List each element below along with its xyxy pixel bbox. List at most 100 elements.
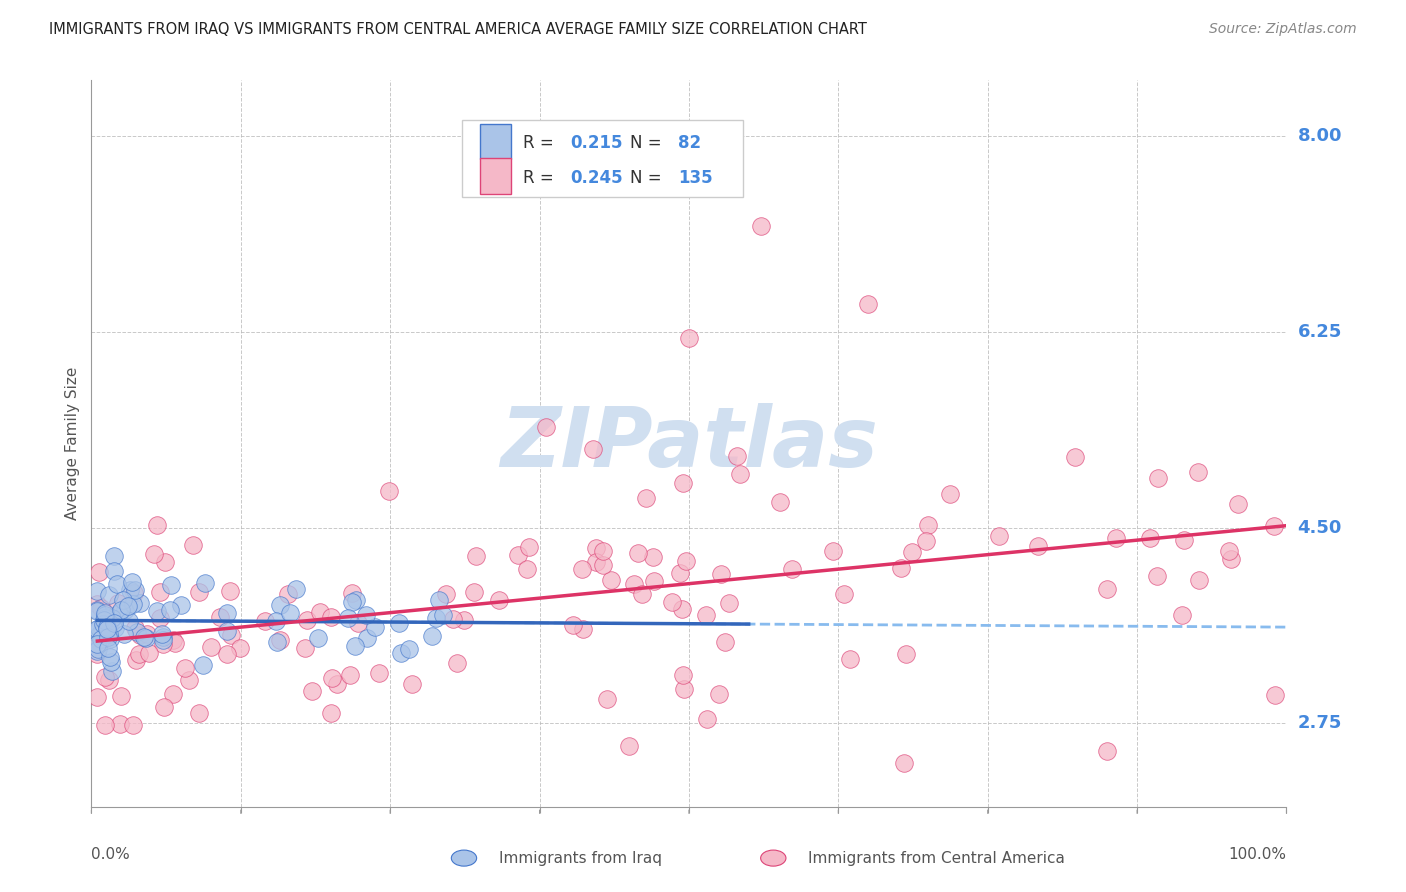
Point — [124, 582, 146, 597]
Point — [672, 681, 695, 696]
Point — [253, 614, 276, 628]
Point — [118, 582, 141, 597]
Point — [122, 718, 145, 732]
Point — [627, 546, 650, 560]
Point — [725, 450, 748, 464]
Point — [173, 661, 195, 675]
Point — [1227, 497, 1250, 511]
Point — [432, 607, 454, 622]
Point — [914, 534, 936, 549]
Point — [672, 667, 695, 681]
Text: Source: ZipAtlas.com: Source: ZipAtlas.com — [1209, 22, 1357, 37]
Point — [890, 561, 912, 575]
Point — [295, 614, 318, 628]
Point — [832, 587, 855, 601]
Point — [643, 574, 665, 588]
Point — [94, 670, 117, 684]
Point — [453, 613, 475, 627]
Point — [86, 597, 108, 611]
Point — [110, 603, 132, 617]
Point — [368, 666, 391, 681]
Point — [108, 606, 131, 620]
Point — [100, 610, 122, 624]
Point — [339, 668, 361, 682]
FancyBboxPatch shape — [461, 120, 742, 196]
Point — [1264, 689, 1286, 703]
Point — [728, 467, 751, 481]
Point — [661, 595, 683, 609]
Point — [107, 596, 129, 610]
Text: R =: R = — [523, 169, 558, 186]
Point — [86, 643, 108, 657]
Point — [90, 632, 112, 646]
Text: IMMIGRANTS FROM IRAQ VS IMMIGRANTS FROM CENTRAL AMERICA AVERAGE FAMILY SIZE CORR: IMMIGRANTS FROM IRAQ VS IMMIGRANTS FROM … — [49, 22, 868, 37]
Point — [1146, 568, 1168, 582]
Point — [707, 687, 730, 701]
Point — [901, 545, 924, 559]
Point — [114, 602, 136, 616]
Point — [110, 689, 132, 703]
Point — [89, 621, 111, 635]
Point — [112, 593, 135, 607]
Point — [143, 547, 166, 561]
Point — [124, 653, 146, 667]
Point — [86, 584, 108, 599]
Point — [446, 657, 468, 671]
Point — [592, 558, 614, 572]
Point — [582, 442, 605, 457]
Point — [138, 646, 160, 660]
Point — [86, 690, 108, 705]
Point — [571, 562, 593, 576]
Point — [86, 637, 108, 651]
Point — [208, 610, 231, 624]
Point — [823, 544, 845, 558]
Point — [325, 677, 347, 691]
Point — [135, 627, 157, 641]
Point — [86, 603, 108, 617]
Point — [434, 587, 457, 601]
Point — [90, 600, 112, 615]
Text: 100.0%: 100.0% — [1229, 847, 1286, 863]
Point — [856, 297, 880, 311]
Point — [571, 622, 593, 636]
Point — [200, 640, 222, 655]
Point — [401, 677, 423, 691]
Point — [124, 622, 146, 636]
Point — [710, 567, 733, 582]
Point — [146, 604, 169, 618]
Point — [128, 647, 150, 661]
Point — [749, 219, 772, 233]
Point — [1219, 551, 1241, 566]
Point — [340, 585, 363, 599]
Point — [101, 664, 124, 678]
Point — [103, 564, 125, 578]
Text: N =: N = — [630, 134, 668, 153]
Text: N =: N = — [630, 169, 668, 186]
Text: 6.25: 6.25 — [1298, 323, 1341, 341]
Point — [269, 633, 291, 648]
Point — [420, 629, 443, 643]
Point — [619, 739, 641, 753]
Text: 0.215: 0.215 — [571, 134, 623, 153]
Text: 0.0%: 0.0% — [91, 847, 131, 863]
Point — [121, 575, 143, 590]
Point — [636, 491, 658, 506]
Point — [145, 518, 167, 533]
Point — [219, 627, 242, 641]
Point — [378, 483, 401, 498]
Point — [160, 577, 183, 591]
Point — [696, 712, 718, 726]
Point — [96, 619, 118, 633]
Point — [229, 641, 252, 656]
Point — [87, 565, 110, 579]
Point — [94, 608, 117, 623]
Point — [90, 625, 112, 640]
Point — [149, 584, 172, 599]
Point — [87, 628, 110, 642]
Point — [191, 658, 214, 673]
Point — [389, 646, 412, 660]
Point — [517, 540, 540, 554]
Point — [152, 637, 174, 651]
Point — [124, 586, 146, 600]
Point — [86, 648, 108, 662]
